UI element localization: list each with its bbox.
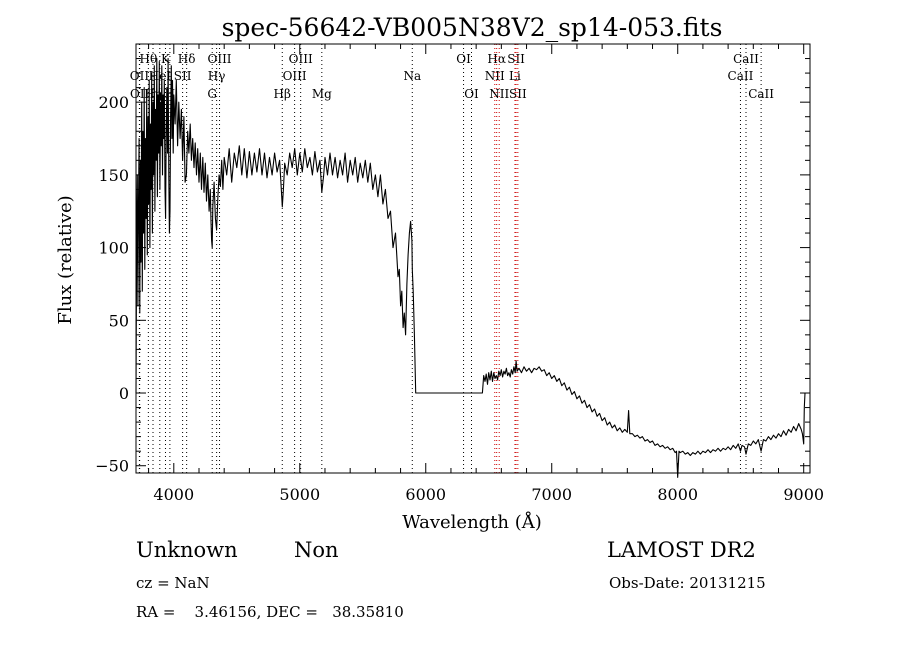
line-marker-label: OIII — [207, 52, 231, 66]
x-axis-label: Wavelength (Å) — [402, 511, 542, 533]
plot-frame — [135, 43, 811, 474]
line-marker-label: Na — [403, 69, 421, 83]
survey-label: LAMOST DR2 — [607, 538, 756, 562]
line-marker-label: Hα — [487, 52, 506, 66]
y-tick-label: 0 — [119, 384, 129, 403]
line-marker-label: Mg — [312, 87, 332, 101]
line-marker-label: OIII — [283, 69, 307, 83]
x-tick-label: 8000 — [657, 485, 698, 504]
line-marker-label: NII — [485, 69, 505, 83]
x-tick-label: 7000 — [531, 485, 572, 504]
x-tick-label: 4000 — [153, 485, 194, 504]
line-marker-label: Hγ — [208, 69, 226, 83]
ra-dec-coordinates: RA = 3.46156, DEC = 38.35810 — [136, 603, 404, 621]
line-marker-label: SII — [174, 69, 192, 83]
line-marker-label: CaII — [748, 87, 774, 101]
line-marker-label: Li — [509, 69, 521, 83]
x-tick-label: 5000 — [279, 485, 320, 504]
x-tick-label: 6000 — [405, 485, 446, 504]
y-tick-label: 100 — [98, 239, 129, 258]
line-marker-label: H — [165, 87, 175, 101]
line-marker-label: K — [161, 52, 171, 66]
object-subclass: Non — [294, 538, 339, 562]
chart-title: spec-56642-VB005N38V2_sp14-053.fits — [222, 13, 723, 42]
line-marker-label: NII — [489, 87, 509, 101]
object-class: Unknown — [136, 538, 238, 562]
x-tick-label: 9000 — [783, 485, 824, 504]
line-marker-label: CaII — [733, 52, 759, 66]
line-marker-label: Hδ — [178, 52, 196, 66]
line-marker-label: G — [207, 87, 217, 101]
y-tick-label: 150 — [98, 166, 129, 185]
line-marker-label: OI — [456, 52, 471, 66]
line-marker-label: Hβ — [274, 87, 291, 101]
y-tick-label: 200 — [98, 93, 129, 112]
line-marker-label: OI — [464, 87, 479, 101]
line-marker-label: CaII — [728, 69, 754, 83]
y-tick-label: 50 — [109, 311, 129, 330]
y-tick-label: −50 — [95, 457, 129, 476]
redshift-cz: cz = NaN — [136, 574, 210, 592]
line-marker-label: SII — [509, 87, 527, 101]
line-marker-label: SII — [507, 52, 525, 66]
y-axis-label: Flux (relative) — [55, 195, 76, 324]
spectrum-line-0 — [135, 57, 806, 478]
line-marker-label: Hθ — [139, 52, 157, 66]
line-marker-label: OIII — [289, 52, 313, 66]
observation-date: Obs-Date: 20131215 — [609, 574, 766, 592]
